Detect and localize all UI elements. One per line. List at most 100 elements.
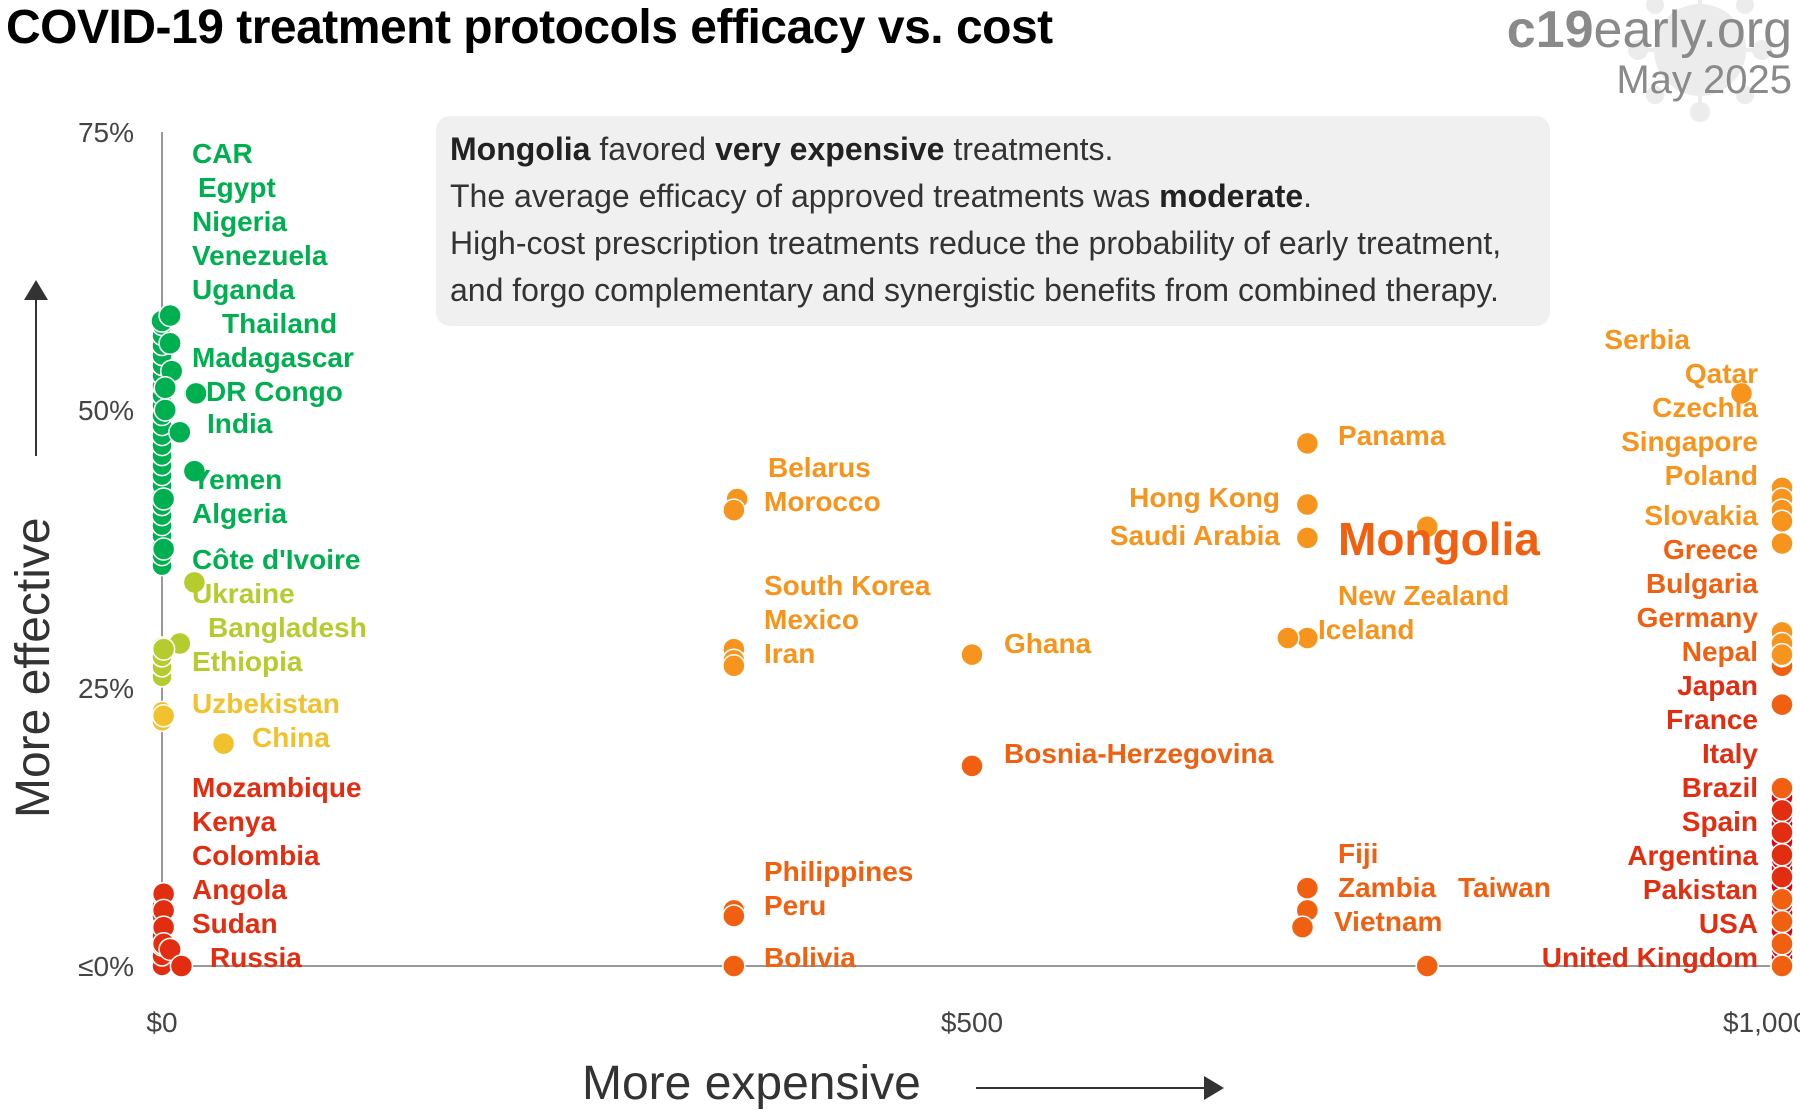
point-label: Nigeria [192, 206, 287, 237]
point-label: Mexico [764, 604, 859, 635]
data-point [151, 704, 176, 728]
point-label: Madagascar [192, 342, 354, 373]
point-label: Bulgaria [1646, 568, 1758, 599]
point-label: Pakistan [1643, 874, 1758, 905]
point-label: Saudi Arabia [1110, 520, 1281, 551]
point-label: Bangladesh [208, 612, 367, 643]
data-point [182, 459, 207, 483]
point-label: Qatar [1685, 358, 1758, 389]
data-point [151, 487, 176, 511]
point-label: Germany [1637, 602, 1759, 633]
point-label: Japan [1677, 670, 1758, 701]
point-label: Belarus [768, 452, 871, 483]
x-axis-arrow-head [1204, 1076, 1224, 1100]
info-l2-end: . [1303, 178, 1313, 214]
point-label: Mozambique [192, 772, 362, 803]
point-label: Bolivia [764, 942, 856, 973]
date-label: May 2025 [1616, 58, 1792, 102]
data-point [153, 398, 177, 422]
point-label: Serbia [1604, 324, 1690, 355]
info-line-2: The average efficacy of approved treatme… [450, 173, 1532, 220]
data-point [1770, 820, 1794, 845]
info-l1-mid: favored [590, 131, 715, 167]
data-point [1770, 692, 1794, 717]
data-point [211, 731, 236, 756]
info-line-1: Mongolia favored very expensive treatmen… [450, 126, 1532, 173]
point-label: Nepal [1682, 636, 1758, 667]
y-axis-label: More effective [7, 517, 60, 818]
data-point [722, 654, 746, 678]
point-label: Egypt [198, 172, 276, 203]
data-point [960, 754, 984, 778]
info-l1-end: treatments. [944, 131, 1114, 167]
brand-plain-text: early.org [1593, 1, 1792, 59]
point-label: Taiwan [1458, 872, 1551, 903]
y-tick-label: 25% [78, 673, 134, 704]
data-point [1290, 915, 1315, 939]
data-point [169, 954, 194, 978]
data-point [1770, 531, 1794, 556]
data-point [722, 498, 746, 522]
info-l2-bold: moderate [1159, 178, 1304, 214]
brand-logo[interactable]: c19early.org [1507, 0, 1792, 60]
point-label: Yemen [192, 464, 282, 495]
point-label: Angola [192, 874, 287, 905]
point-label: Bosnia-Herzegovina [1004, 738, 1274, 769]
point-label: Venezuela [192, 240, 328, 271]
y-tick-label: ≤0% [78, 951, 134, 982]
point-label: DR Congo [206, 376, 343, 407]
point-label: Iran [764, 638, 815, 669]
info-l1-bold: very expensive [714, 131, 945, 167]
data-point [158, 303, 182, 328]
point-label: Uganda [192, 274, 295, 305]
point-label: Spain [1682, 806, 1758, 837]
brand-bold-text: c19 [1506, 1, 1594, 59]
data-point [722, 954, 746, 978]
data-point [151, 537, 176, 561]
data-point [1770, 798, 1794, 823]
data-point [1770, 642, 1794, 667]
x-axis-label: More expensive [582, 1057, 921, 1110]
data-point [1770, 909, 1794, 934]
point-label: Ethiopia [192, 646, 303, 677]
point-label: Italy [1702, 738, 1758, 769]
point-label: Poland [1665, 460, 1758, 491]
point-label: New Zealand [1338, 580, 1509, 611]
info-box: Mongolia favored very expensive treatmen… [436, 116, 1550, 326]
data-point [1415, 515, 1439, 539]
point-label: Fiji [1338, 838, 1378, 869]
data-point [1770, 887, 1794, 912]
data-point [158, 331, 182, 356]
data-point [1295, 492, 1320, 517]
point-label: CAR [192, 138, 253, 169]
point-label: France [1666, 704, 1758, 735]
point-label: Ukraine [192, 578, 295, 609]
x-tick-label: $1,000+ [1723, 1007, 1800, 1038]
info-line-4: and forgo complementary and synergistic … [450, 272, 1499, 308]
page-title: COVID-19 treatment protocols efficacy vs… [6, 1, 1053, 54]
point-label: Kenya [192, 806, 276, 837]
data-point [1415, 954, 1439, 978]
point-label: Thailand [222, 308, 337, 339]
point-label: Sudan [192, 908, 278, 939]
data-point [1770, 954, 1794, 978]
y-tick-label: 75% [78, 117, 134, 148]
point-label: Czechia [1652, 392, 1758, 423]
point-label: Russia [210, 942, 302, 973]
virus-watermark-icon [1628, 0, 1772, 122]
point-label: USA [1699, 908, 1758, 939]
point-label: Philippines [764, 856, 913, 887]
point-label: Greece [1663, 534, 1758, 565]
data-point [1295, 876, 1320, 900]
data-point [182, 570, 207, 595]
point-label: United Kingdom [1542, 942, 1758, 973]
point-label: Iceland [1318, 614, 1414, 645]
point-label: Algeria [192, 498, 287, 529]
info-l2-start: The average efficacy of approved treatme… [450, 178, 1160, 214]
point-label: Singapore [1621, 426, 1758, 457]
data-point [1295, 526, 1320, 550]
point-label: Côte d'Ivoire [192, 544, 360, 575]
point-label: Morocco [764, 486, 881, 517]
point-label: China [252, 722, 330, 753]
